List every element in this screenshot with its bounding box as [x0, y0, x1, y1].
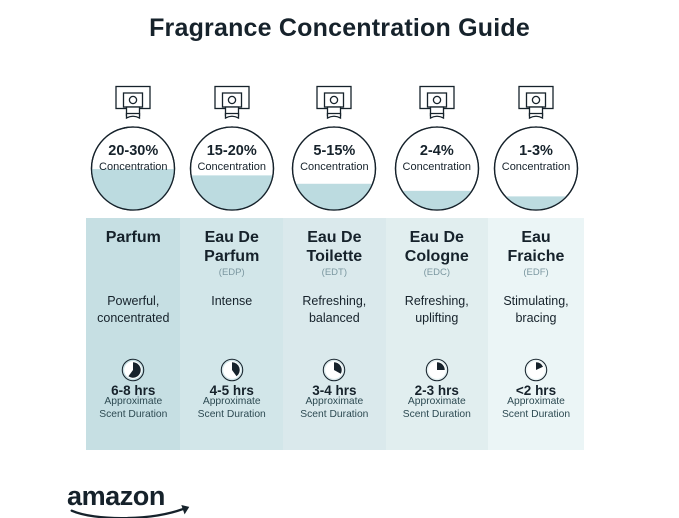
svg-text:amazon: amazon: [67, 481, 165, 511]
